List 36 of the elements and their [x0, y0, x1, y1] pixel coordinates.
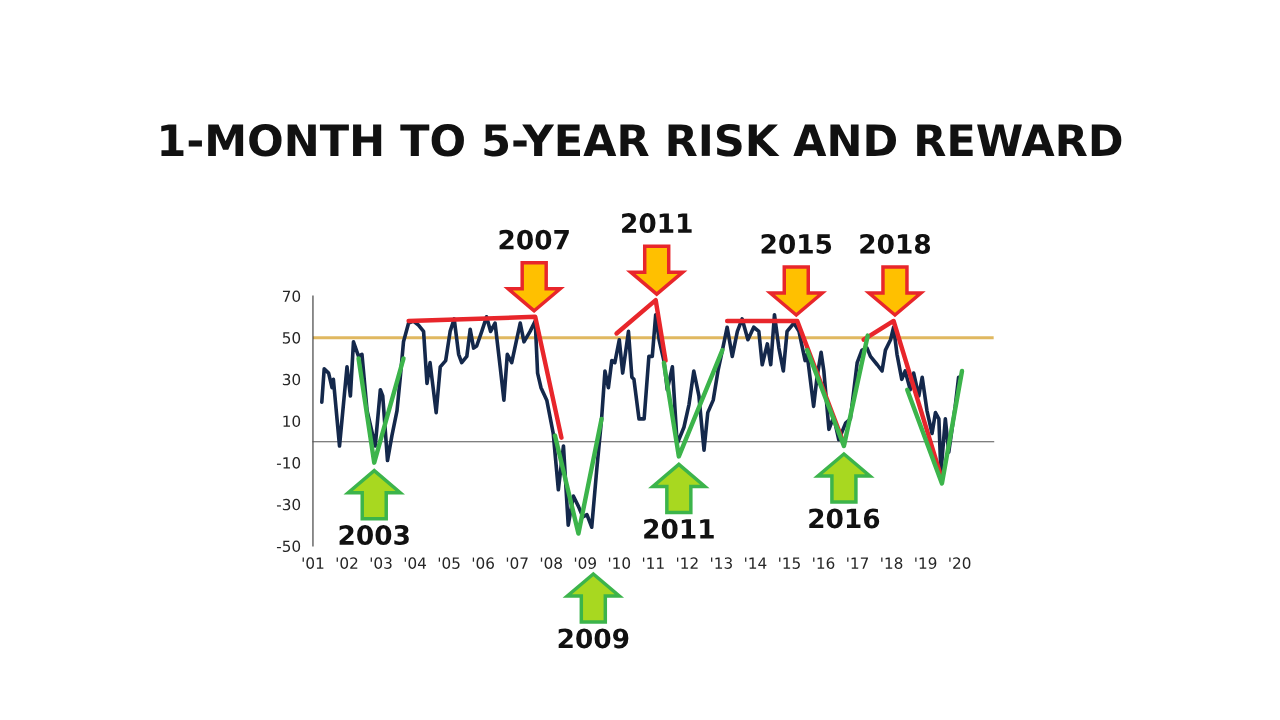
- y-tick-label: -10: [276, 457, 301, 469]
- x-tick-label: '20: [949, 557, 971, 569]
- x-tick-label: '02: [336, 557, 358, 569]
- x-tick-label: '13: [711, 557, 732, 569]
- x-tick-label: '06: [472, 557, 494, 569]
- annotation: 2003: [339, 525, 409, 546]
- y-tick-label: 10: [283, 415, 301, 428]
- x-tick-label: '15: [779, 557, 800, 569]
- x-tick-label: '18: [881, 557, 903, 569]
- y-tick-label: 30: [282, 373, 301, 386]
- x-tick-label: '19: [915, 557, 937, 569]
- x-tick-label: '16: [813, 557, 835, 569]
- x-tick-label: '11: [642, 557, 664, 569]
- x-tick-label: '10: [608, 557, 631, 569]
- x-tick-label: '07: [506, 557, 528, 569]
- x-tick-label: '04: [404, 557, 427, 569]
- x-tick-label: '12: [677, 557, 698, 569]
- x-tick-label: '01: [302, 557, 324, 569]
- x-tick-label: '08: [540, 557, 562, 569]
- x-tick-label: '09: [574, 557, 596, 569]
- annotation: 2011: [644, 518, 714, 539]
- x-tick-label: '14: [745, 557, 767, 569]
- annotation: 2016: [809, 508, 880, 529]
- annotation: 2007: [499, 229, 569, 250]
- text: 2009: [558, 628, 629, 649]
- annotation: 2015: [761, 233, 832, 254]
- annotation: 2011: [622, 213, 692, 234]
- x-tick-label: '05: [438, 557, 460, 569]
- y-tick-label: -50: [276, 540, 301, 552]
- x-tick-label: '17: [847, 557, 869, 569]
- y-tick-label: 50: [282, 332, 301, 344]
- y-tick-label: 70: [282, 290, 301, 303]
- chart-title: 1-MONTH TO 5-YEAR RISK AND REWARD: [161, 123, 1122, 157]
- y-tick-label: -30: [276, 498, 301, 511]
- x-tick-label: '03: [370, 557, 392, 569]
- annotation: 2018: [860, 233, 931, 254]
